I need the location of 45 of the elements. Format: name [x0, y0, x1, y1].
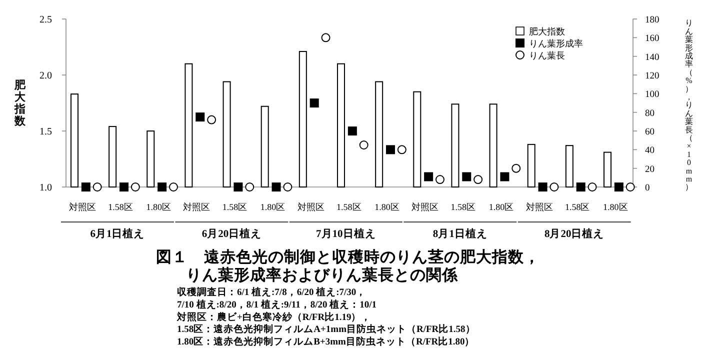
text: 8月20日植え	[544, 227, 604, 240]
x-tick-label: 1.80区	[488, 202, 514, 212]
text: 収穫調査日：6/1 植え:7/8，6/20 植え:7/30，	[177, 286, 366, 298]
x-tick-label: 対照区	[297, 202, 324, 212]
x-tick-label: 対照区	[183, 202, 210, 212]
x-tick-label: 1.80区	[603, 202, 628, 212]
y-tick-label: 2.5	[40, 14, 52, 26]
text: 8月1日植え	[432, 227, 488, 240]
y2-tick-label: 160	[645, 34, 660, 44]
text: 7月10日植え	[316, 227, 376, 240]
x-tick-label: 1.58区	[450, 202, 476, 212]
x-tick-label: 1.58区	[564, 202, 590, 212]
text: 1.80区：遠赤色光抑制フィルムB+3mm目防虫ネット（R/FR比1.80）	[177, 336, 475, 348]
y2-tick-label: 0	[645, 184, 650, 194]
x-tick-label: 1.58区	[108, 202, 133, 212]
x-tick-label: 1.58区	[222, 202, 248, 212]
y-tick-label: 2.0	[40, 70, 52, 82]
y-tick-label: 1.0	[40, 182, 52, 194]
text: 6月1日植え	[90, 227, 145, 240]
x-tick-label: 1.80区	[374, 202, 400, 212]
x-tick-label: 1.80区	[146, 202, 171, 212]
y2-tick-label: 20	[645, 164, 655, 175]
y2-tick-label: 80	[645, 108, 655, 119]
y2-tick-label: 120	[645, 72, 660, 82]
y2-tick-label: 100	[645, 90, 660, 100]
x-tick-label: 対照区	[68, 202, 96, 212]
x-tick-label: 1.58区	[336, 202, 362, 212]
y-axis-title: 肥大指数	[14, 79, 26, 128]
legend-label: りん葉形成率	[529, 38, 583, 48]
text: 6月20日植え	[202, 227, 262, 240]
legend-label: りん葉長	[529, 50, 565, 60]
x-tick-label: 1.80区	[260, 202, 286, 212]
text: りん葉形成率（%），りん葉長（×10mm）	[685, 18, 693, 192]
text: 図１ 遠赤色光の制御と収穫時のりん茎の肥大指数，りん葉形成率およびりん葉長との関係	[156, 248, 540, 284]
x-tick-label: 対照区	[412, 202, 439, 212]
y2-tick-label: 140	[645, 52, 660, 63]
text: 1.58区：遠赤色光抑制フィルムA+1mm目防虫ネット（R/FR比1.58）	[177, 323, 476, 336]
y2-tick-label: 40	[645, 146, 655, 156]
text: 対照区：農ビ+白色寒冷紗（R/FR比1.19），	[176, 310, 372, 323]
y-tick-label: 1.5	[40, 126, 52, 138]
legend-label: 肥大指数	[529, 26, 565, 36]
y2-tick-label: 60	[645, 128, 655, 138]
y2-tick-label: 180	[645, 16, 660, 26]
text: 7/10 植え:8/20，8/1 植え:9/11，8/20 植え：10/1	[177, 298, 377, 310]
x-tick-label: 対照区	[526, 202, 553, 212]
